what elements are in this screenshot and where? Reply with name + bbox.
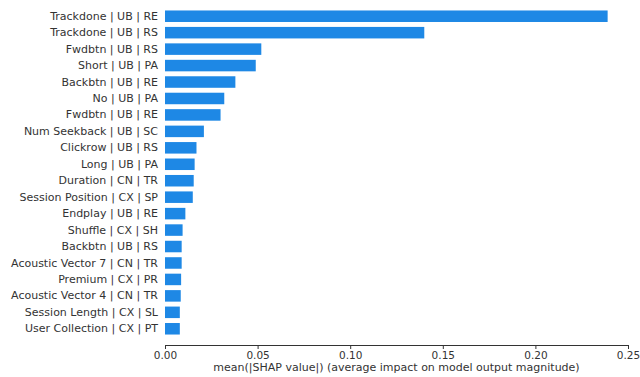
x-tick-mark [628, 345, 629, 349]
y-tick-label: Trackdone | UB | RE [49, 10, 158, 23]
bars [165, 10, 608, 334]
bar [165, 323, 180, 335]
x-tick: 0.25 [617, 345, 640, 361]
y-tick: Duration | CN | TR [59, 174, 165, 187]
bar [165, 175, 194, 187]
y-tick-label: Shuffle | CX | SH [68, 224, 158, 237]
y-tick: Acoustic Vector 4 | CN | TR [11, 289, 165, 302]
y-tick-label: Session Length | CX | SL [25, 306, 159, 319]
y-tick-label: Backbtn | UB | RE [61, 76, 158, 89]
y-tick-label: Acoustic Vector 7 | CN | TR [11, 256, 158, 269]
y-tick-label: Clickrow | UB | RS [60, 141, 158, 154]
y-tick-label: Premium | CX | PR [58, 273, 158, 286]
y-tick-label: Trackdone | UB | RS [49, 26, 158, 39]
y-tick-label: Backbtn | UB | RS [61, 240, 158, 253]
y-tick: Session Position | CX | SP [19, 191, 165, 204]
y-tick: Trackdone | UB | RS [49, 26, 165, 39]
y-tick: Acoustic Vector 7 | CN | TR [11, 256, 165, 269]
y-tick-label: User Collection | CX | PT [25, 322, 158, 335]
bar [165, 142, 196, 154]
x-tick-mark [165, 345, 166, 349]
y-tick: Premium | CX | PR [58, 273, 165, 286]
bar [165, 274, 181, 286]
y-tick-label: Fwdbtn | UB | RE [66, 108, 158, 121]
y-tick: Short | UB | PA [78, 59, 165, 72]
y-axis: Trackdone | UB | RE Trackdone | UB | RS Fw… [11, 10, 165, 336]
y-tick-label: Fwdbtn | UB | RS [66, 43, 158, 56]
x-axis-title: mean(|SHAP value|) (average impact on mo… [213, 361, 579, 374]
x-tick-label: 0.05 [246, 349, 269, 361]
x-axis-line [166, 346, 629, 350]
y-tick: Fwdbtn | UB | RE [66, 108, 165, 121]
bar [165, 224, 183, 236]
x-tick-label: 0.25 [617, 349, 640, 361]
y-tick-label: Session Position | CX | SP [19, 191, 158, 204]
y-tick-label: Short | UB | PA [78, 59, 158, 72]
y-tick: No | UB | PA [93, 92, 165, 105]
bar [165, 43, 261, 55]
x-tick: 0.05 [246, 345, 269, 361]
y-tick: Shuffle | CX | SH [68, 224, 165, 237]
y-tick: Backbtn | UB | RS [61, 240, 165, 253]
x-axis: 0.00 0.05 0.10 0.15 0.20 0.25 [154, 345, 640, 361]
y-tick: Backbtn | UB | RE [61, 76, 165, 89]
chart: 0.00 0.05 0.10 0.15 0.20 0.25 Trackdone | UB |… [0, 0, 640, 377]
bar [165, 290, 181, 302]
y-tick-label: Endplay | UB | RE [62, 207, 158, 220]
bar [165, 191, 193, 203]
x-tick-label: 0.20 [524, 349, 547, 361]
y-tick: Long | UB | PA [81, 158, 165, 171]
x-tick-label: 0.15 [432, 349, 455, 361]
y-tick-label: Long | UB | PA [81, 158, 159, 171]
y-tick: Num Seekback | UB | SC [24, 125, 165, 138]
bar [165, 126, 204, 138]
x-tick-mark [443, 345, 444, 349]
y-tick: User Collection | CX | PT [25, 322, 165, 335]
bar [165, 109, 221, 121]
y-tick-label: Acoustic Vector 4 | CN | TR [11, 289, 158, 302]
x-tick-mark [258, 345, 259, 349]
bar [165, 10, 608, 22]
bar [165, 27, 424, 39]
x-tick-mark [535, 345, 536, 349]
y-tick: Session Length | CX | SL [25, 306, 165, 319]
y-tick-label: Duration | CN | TR [59, 174, 159, 187]
x-tick-mark [350, 345, 351, 349]
y-tick: Clickrow | UB | RS [60, 141, 165, 154]
bar [165, 307, 180, 319]
x-tick-label: 0.00 [154, 349, 177, 361]
bar [165, 60, 256, 72]
x-tick: 0.20 [524, 345, 547, 361]
x-tick-label: 0.10 [339, 349, 362, 361]
y-tick-label: Num Seekback | UB | SC [24, 125, 158, 138]
x-tick: 0.10 [339, 345, 362, 361]
x-tick: 0.00 [154, 345, 177, 361]
bar [165, 241, 182, 253]
y-tick: Endplay | UB | RE [62, 207, 165, 220]
bar [165, 93, 224, 105]
y-tick: Trackdone | UB | RE [49, 10, 165, 23]
y-tick-label: No | UB | PA [93, 92, 159, 105]
x-tick: 0.15 [432, 345, 455, 361]
bar [165, 208, 185, 220]
y-tick: Fwdbtn | UB | RS [66, 43, 165, 56]
bar [165, 76, 235, 88]
bar [165, 257, 182, 269]
bar [165, 159, 195, 171]
